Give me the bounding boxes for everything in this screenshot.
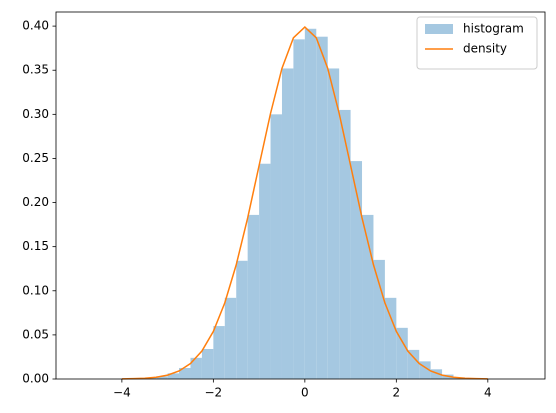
histogram-bar <box>384 297 397 379</box>
histogram-bar <box>259 163 271 379</box>
histogram-bar <box>179 367 191 379</box>
histogram-bar <box>373 259 385 379</box>
histogram-bar <box>213 326 225 379</box>
x-tick-label: 2 <box>393 386 401 400</box>
legend: histogram density <box>416 16 538 70</box>
plot-frame <box>55 11 546 380</box>
histogram-bar <box>316 36 328 379</box>
y-tick-label: 0.25 <box>22 151 49 165</box>
histogram-bar <box>167 373 180 379</box>
histogram-bar <box>190 357 202 379</box>
histogram-bar <box>224 297 237 379</box>
histogram-bar <box>293 39 305 379</box>
histogram-bar <box>362 214 374 379</box>
y-tick-label: 0.15 <box>22 239 49 253</box>
legend-patch <box>425 24 453 34</box>
legend-label: histogram <box>463 22 524 36</box>
y-tick-label: 0.10 <box>22 283 49 297</box>
histogram-bar <box>350 161 363 379</box>
histogram-bar <box>236 260 248 379</box>
x-tick-label: 0 <box>301 386 309 400</box>
y-tick-label: 0.40 <box>22 19 49 33</box>
y-tick-label: 0.35 <box>22 63 49 77</box>
histogram-bar <box>247 214 260 379</box>
histogram-bar <box>156 376 168 379</box>
histogram-bar <box>430 369 443 379</box>
histogram-bar <box>304 28 317 379</box>
x-tick-label: −4 <box>113 386 131 400</box>
y-tick-label: 0.30 <box>22 107 49 121</box>
histogram-bar <box>419 361 431 379</box>
histogram-bar <box>327 68 340 379</box>
histogram-bar <box>396 327 408 379</box>
y-tick-label: 0.05 <box>22 327 49 341</box>
histogram-bar <box>339 109 351 380</box>
histogram-bar <box>281 68 294 379</box>
x-tick-label: 4 <box>484 386 492 400</box>
x-tick-label: −2 <box>205 386 223 400</box>
histogram-bar <box>201 349 214 379</box>
histogram-bar <box>407 349 420 379</box>
y-tick-label: 0.00 <box>22 372 49 386</box>
histogram-bar <box>270 114 282 379</box>
density-line <box>121 26 488 380</box>
y-tick-label: 0.20 <box>22 195 49 209</box>
legend-label: density <box>463 42 507 56</box>
